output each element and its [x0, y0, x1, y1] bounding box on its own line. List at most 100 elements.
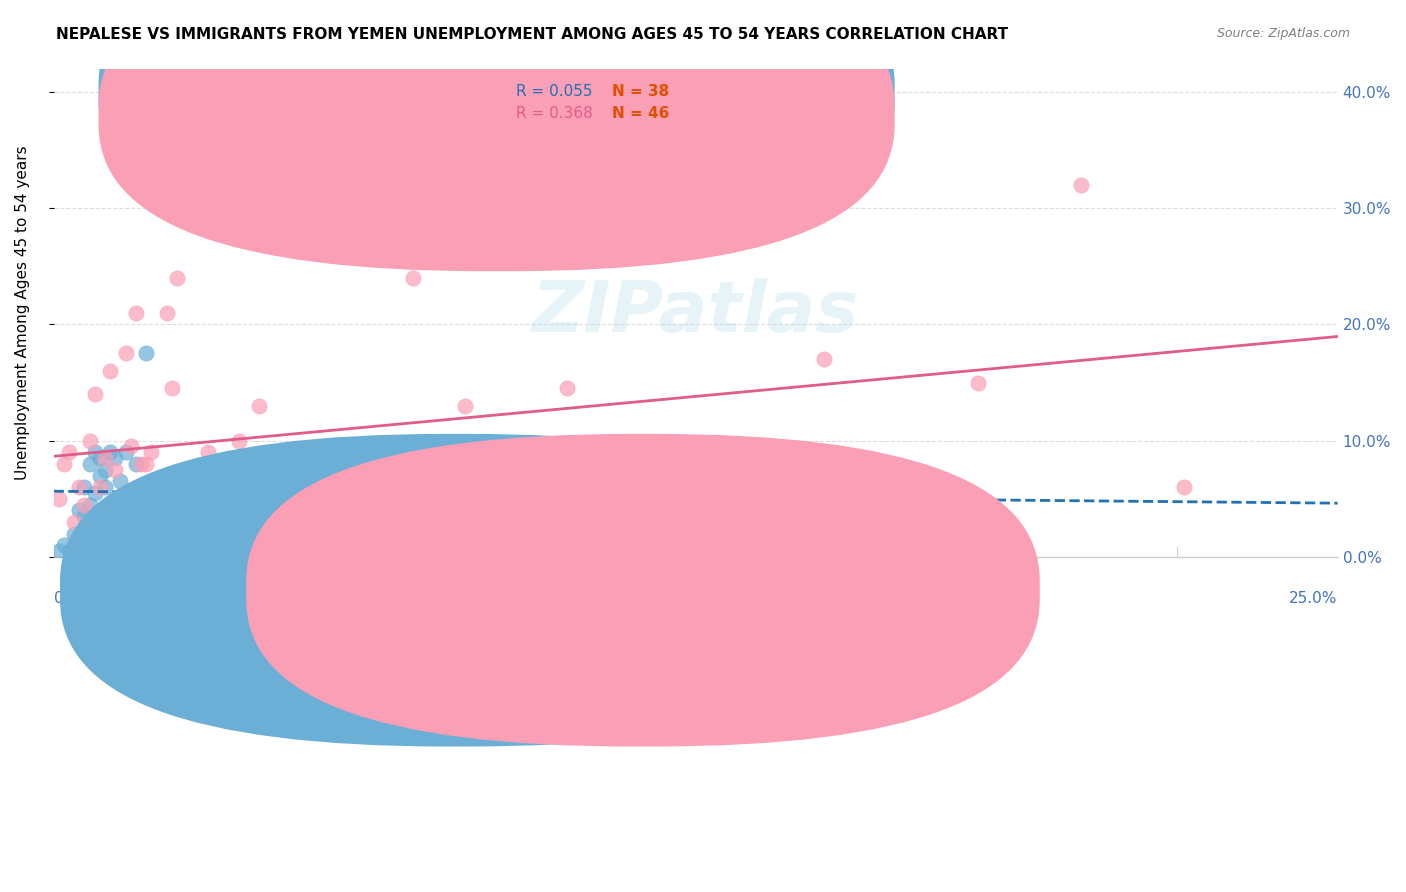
Point — [160, 381, 183, 395]
Point — [94, 480, 117, 494]
Point — [150, 491, 173, 506]
Point — [94, 463, 117, 477]
Text: 25.0%: 25.0% — [1289, 591, 1337, 607]
Point — [125, 457, 148, 471]
Point — [170, 515, 193, 529]
Point — [145, 509, 167, 524]
Point — [48, 491, 70, 506]
Point — [197, 468, 219, 483]
FancyBboxPatch shape — [60, 434, 853, 747]
Point — [125, 306, 148, 320]
Point — [63, 515, 86, 529]
Point — [98, 445, 121, 459]
Point — [247, 399, 270, 413]
Text: Immigrants from Yemen: Immigrants from Yemen — [668, 591, 852, 607]
Point — [350, 503, 373, 517]
Point — [555, 381, 578, 395]
Point — [197, 445, 219, 459]
Point — [79, 498, 101, 512]
Point — [299, 475, 322, 489]
Point — [505, 538, 527, 552]
Point — [67, 480, 90, 494]
Point — [170, 503, 193, 517]
Point — [141, 445, 163, 459]
Point — [402, 271, 425, 285]
Point — [114, 445, 136, 459]
Point — [79, 457, 101, 471]
Point — [505, 509, 527, 524]
FancyBboxPatch shape — [98, 0, 894, 249]
Point — [479, 486, 502, 500]
Text: ZIPatlas: ZIPatlas — [531, 278, 859, 347]
FancyBboxPatch shape — [451, 73, 824, 136]
Text: N = 38: N = 38 — [612, 85, 669, 100]
FancyBboxPatch shape — [246, 434, 1040, 747]
Text: R = 0.368: R = 0.368 — [516, 106, 592, 121]
Point — [110, 475, 132, 489]
Point — [73, 509, 96, 524]
Point — [89, 468, 111, 483]
Text: Nepalese: Nepalese — [467, 591, 538, 607]
Point — [114, 346, 136, 360]
Point — [1173, 480, 1195, 494]
Point — [530, 457, 553, 471]
Point — [658, 480, 681, 494]
FancyBboxPatch shape — [98, 0, 894, 271]
Point — [299, 468, 322, 483]
Point — [350, 463, 373, 477]
Point — [762, 178, 785, 192]
Point — [813, 352, 835, 367]
Point — [110, 498, 132, 512]
Point — [104, 451, 127, 466]
Point — [83, 445, 105, 459]
Point — [212, 457, 235, 471]
Point — [52, 538, 75, 552]
Point — [104, 463, 127, 477]
Y-axis label: Unemployment Among Ages 45 to 54 years: Unemployment Among Ages 45 to 54 years — [15, 145, 30, 480]
Point — [145, 526, 167, 541]
Point — [181, 475, 204, 489]
Point — [120, 440, 142, 454]
Point — [967, 376, 990, 390]
Point — [120, 486, 142, 500]
Point — [325, 544, 347, 558]
Point — [274, 457, 297, 471]
Text: R = 0.055: R = 0.055 — [516, 85, 592, 100]
Point — [155, 306, 177, 320]
Point — [1070, 178, 1092, 192]
Point — [67, 503, 90, 517]
Point — [228, 434, 250, 448]
Point — [222, 463, 245, 477]
Point — [48, 544, 70, 558]
Point — [377, 475, 399, 489]
Point — [98, 364, 121, 378]
Point — [166, 271, 188, 285]
Point — [135, 457, 157, 471]
Point — [155, 498, 177, 512]
Point — [377, 491, 399, 506]
Point — [325, 480, 347, 494]
Point — [83, 387, 105, 401]
Text: Source: ZipAtlas.com: Source: ZipAtlas.com — [1216, 27, 1350, 40]
Text: N = 46: N = 46 — [612, 106, 669, 121]
Point — [52, 457, 75, 471]
Point — [89, 480, 111, 494]
Point — [120, 503, 142, 517]
Point — [129, 457, 152, 471]
Point — [58, 544, 80, 558]
Point — [155, 526, 177, 541]
Point — [865, 480, 887, 494]
Point — [79, 434, 101, 448]
Text: NEPALESE VS IMMIGRANTS FROM YEMEN UNEMPLOYMENT AMONG AGES 45 TO 54 YEARS CORRELA: NEPALESE VS IMMIGRANTS FROM YEMEN UNEMPL… — [56, 27, 1008, 42]
Point — [83, 486, 105, 500]
Point — [247, 468, 270, 483]
Point — [135, 346, 157, 360]
Point — [453, 399, 475, 413]
Point — [73, 498, 96, 512]
Text: 0.0%: 0.0% — [53, 591, 93, 607]
Point — [58, 445, 80, 459]
Point — [274, 544, 297, 558]
Point — [89, 451, 111, 466]
Point — [73, 480, 96, 494]
Point — [63, 526, 86, 541]
